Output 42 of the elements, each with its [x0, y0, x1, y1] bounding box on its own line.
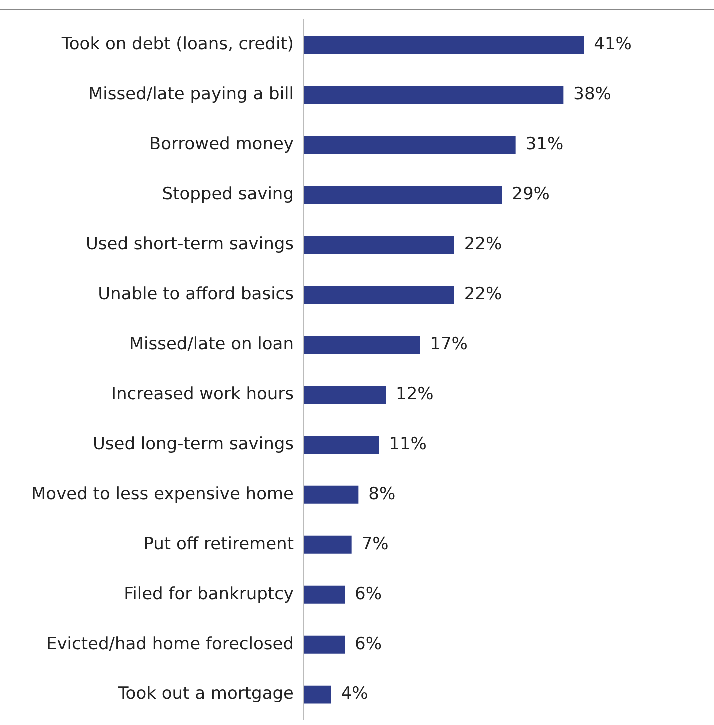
bar — [304, 636, 345, 654]
data-label: 8% — [368, 484, 396, 504]
data-label: 31% — [526, 134, 564, 155]
bar — [304, 86, 564, 104]
y-tick-label: Borrowed money — [149, 134, 294, 155]
bar — [304, 236, 454, 254]
y-tick-label: Put off retirement — [144, 534, 294, 554]
y-tick-label: Evicted/had home foreclosed — [46, 634, 294, 654]
bar — [304, 136, 516, 154]
y-tick-label: Filed for bankruptcy — [124, 584, 294, 604]
data-label: 4% — [341, 684, 368, 704]
bar — [304, 386, 386, 404]
y-tick-label: Increased work hours — [112, 384, 294, 404]
data-label: 22% — [464, 234, 502, 254]
data-label: 6% — [355, 584, 382, 604]
data-label: 7% — [362, 534, 389, 554]
bar — [304, 286, 454, 304]
data-label: 11% — [389, 434, 427, 454]
bar — [304, 486, 359, 504]
y-tick-label: Missed/late paying a bill — [88, 84, 294, 105]
y-tick-label: Used long-term savings — [92, 434, 294, 454]
bar — [304, 36, 584, 54]
data-label: 6% — [355, 634, 382, 654]
bar — [304, 686, 332, 704]
y-tick-label: Took on debt (loans, credit) — [60, 34, 294, 55]
data-label: 12% — [396, 384, 434, 404]
y-tick-label: Used short-term savings — [86, 234, 294, 254]
y-tick-label: Moved to less expensive home — [32, 484, 294, 504]
bar — [304, 186, 502, 204]
bar — [304, 436, 380, 454]
bar — [304, 536, 352, 554]
y-tick-label: Missed/late on loan — [129, 334, 294, 354]
data-label: 41% — [594, 34, 632, 55]
y-tick-label: Took out a mortgage — [117, 684, 294, 704]
data-label: 29% — [512, 184, 550, 205]
bar — [304, 336, 420, 354]
y-tick-label: Unable to afford basics — [98, 284, 294, 304]
y-tick-label: Stopped saving — [162, 184, 294, 205]
data-label: 38% — [574, 84, 612, 105]
bar — [304, 586, 345, 604]
data-label: 22% — [464, 284, 502, 304]
data-label: 17% — [430, 334, 468, 354]
